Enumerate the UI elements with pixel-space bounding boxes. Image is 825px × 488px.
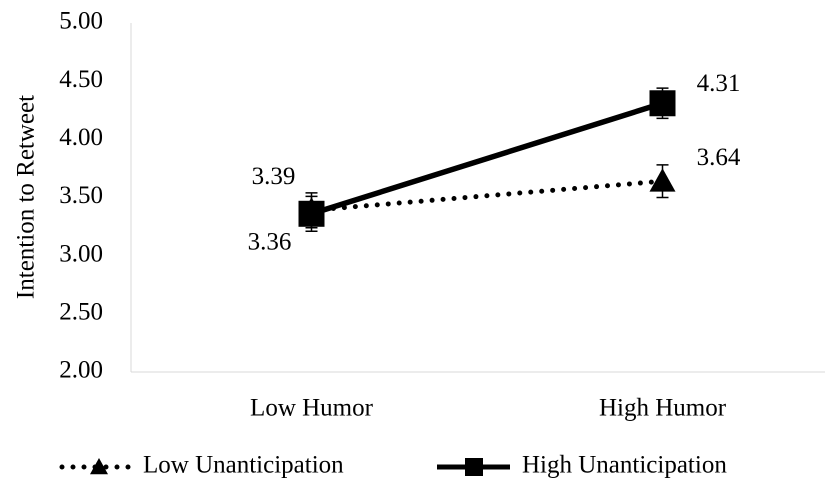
y-tick-label: 3.00 bbox=[59, 240, 103, 267]
series-line bbox=[310, 100, 664, 217]
marker bbox=[649, 168, 676, 192]
legend-label: Low Unanticipation bbox=[143, 452, 344, 479]
data-label: 4.31 bbox=[697, 70, 741, 97]
y-tick-label: 2.50 bbox=[59, 299, 103, 326]
marker bbox=[298, 200, 325, 227]
marker bbox=[465, 458, 483, 476]
y-tick-label: 5.00 bbox=[59, 8, 103, 35]
marker bbox=[649, 90, 676, 117]
y-tick-label: 4.00 bbox=[59, 124, 103, 151]
x-tick-label: Low Humor bbox=[250, 395, 374, 422]
data-label: 3.64 bbox=[697, 144, 741, 171]
y-tick-label: 3.50 bbox=[59, 182, 103, 209]
marker bbox=[90, 458, 108, 475]
series-line bbox=[309, 178, 665, 213]
y-tick-label: 2.00 bbox=[59, 357, 103, 384]
legend-label: High Unanticipation bbox=[522, 452, 727, 479]
y-tick-label: 4.50 bbox=[59, 66, 103, 93]
y-axis-label: Intention to Retweet bbox=[13, 95, 40, 299]
data-label: 3.39 bbox=[252, 163, 296, 190]
x-tick-label: High Humor bbox=[599, 395, 727, 422]
data-label: 3.36 bbox=[248, 229, 292, 256]
